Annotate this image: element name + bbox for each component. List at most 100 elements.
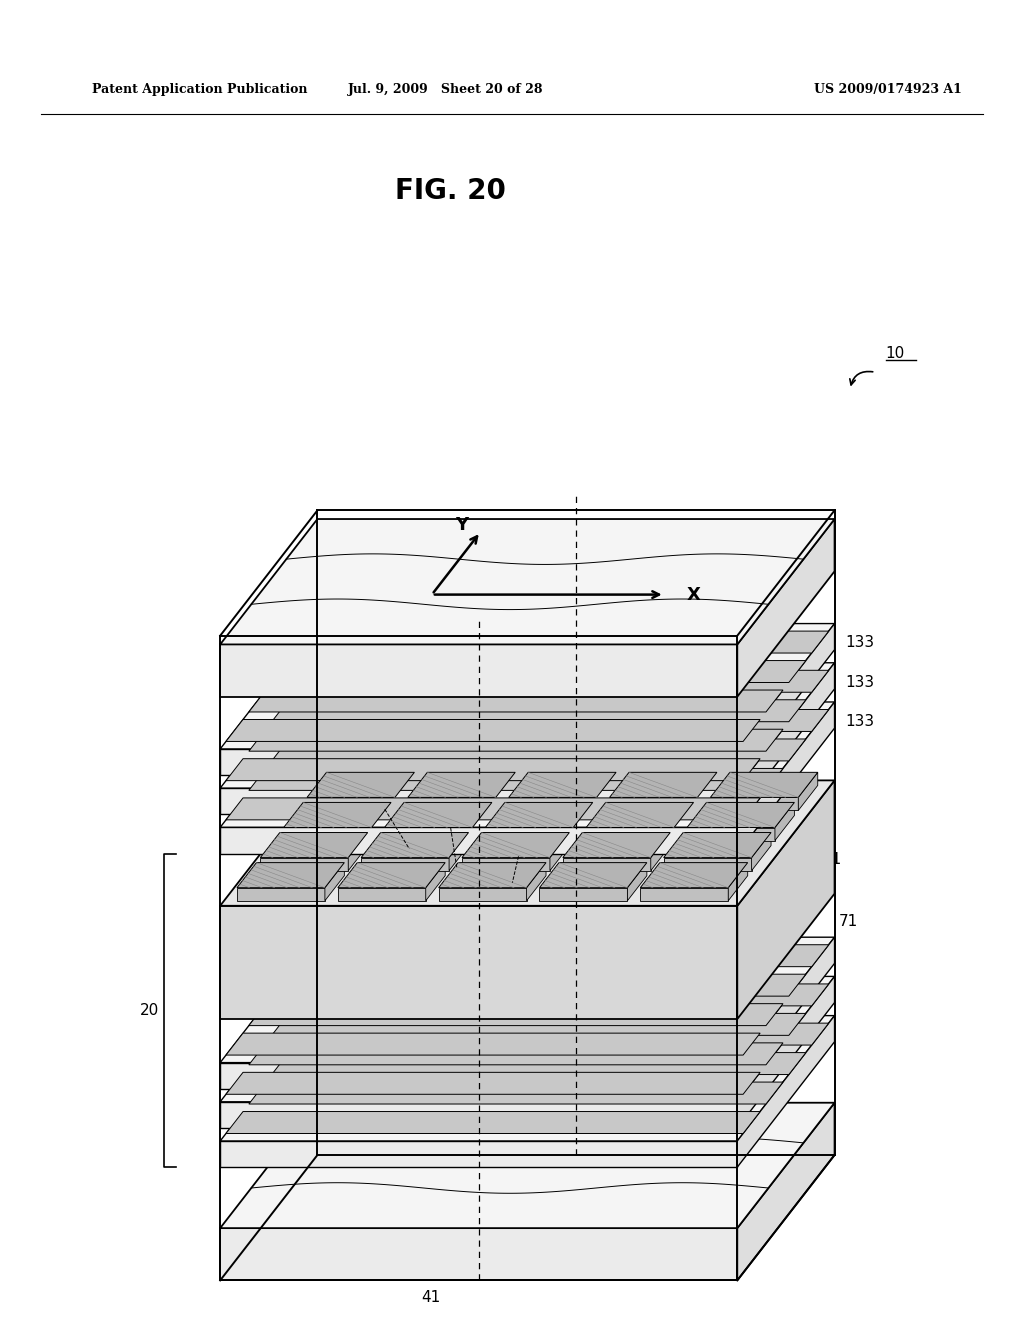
Polygon shape	[737, 519, 835, 697]
Text: 131: 131	[310, 1028, 340, 1043]
Polygon shape	[485, 828, 573, 841]
Polygon shape	[462, 858, 550, 871]
Polygon shape	[687, 803, 795, 828]
Polygon shape	[640, 887, 728, 900]
Polygon shape	[249, 1043, 783, 1065]
Polygon shape	[220, 906, 737, 1019]
Text: 41: 41	[422, 1291, 440, 1305]
Polygon shape	[307, 797, 395, 810]
Polygon shape	[664, 858, 752, 871]
Polygon shape	[220, 1102, 737, 1127]
Text: 10: 10	[886, 346, 905, 362]
Polygon shape	[220, 1063, 737, 1089]
Text: 5: 5	[442, 814, 452, 829]
Polygon shape	[295, 631, 828, 653]
Polygon shape	[220, 663, 835, 788]
Polygon shape	[361, 833, 469, 858]
Polygon shape	[472, 803, 492, 841]
Polygon shape	[737, 663, 835, 814]
Text: US 2009/0174923 A1: US 2009/0174923 A1	[814, 83, 962, 96]
Polygon shape	[586, 828, 674, 841]
Polygon shape	[271, 974, 806, 997]
Polygon shape	[737, 1102, 835, 1280]
Text: 133: 133	[845, 635, 874, 651]
Polygon shape	[526, 863, 546, 900]
Polygon shape	[220, 748, 737, 775]
Text: X: X	[687, 586, 701, 603]
Polygon shape	[220, 644, 737, 697]
Polygon shape	[348, 833, 368, 871]
Polygon shape	[220, 1140, 737, 1167]
Polygon shape	[295, 1023, 828, 1045]
Polygon shape	[385, 828, 472, 841]
Polygon shape	[237, 887, 325, 900]
Polygon shape	[220, 623, 835, 748]
Polygon shape	[737, 702, 835, 854]
Polygon shape	[372, 803, 391, 841]
Polygon shape	[220, 519, 835, 644]
Polygon shape	[220, 937, 835, 1063]
Polygon shape	[540, 863, 647, 887]
Polygon shape	[687, 828, 775, 841]
Polygon shape	[338, 887, 426, 900]
Polygon shape	[307, 772, 415, 797]
Polygon shape	[799, 772, 818, 810]
Polygon shape	[226, 1111, 760, 1134]
Polygon shape	[426, 863, 445, 900]
Polygon shape	[226, 719, 760, 742]
Polygon shape	[249, 1082, 783, 1104]
Polygon shape	[271, 700, 806, 722]
Polygon shape	[249, 768, 783, 791]
Text: 35: 35	[253, 1032, 272, 1048]
Polygon shape	[249, 729, 783, 751]
Polygon shape	[737, 780, 835, 1019]
Polygon shape	[597, 772, 616, 810]
Polygon shape	[226, 1072, 760, 1094]
Polygon shape	[540, 887, 628, 900]
Polygon shape	[550, 833, 569, 871]
Polygon shape	[220, 1015, 835, 1140]
Polygon shape	[361, 858, 450, 871]
Text: 133: 133	[845, 675, 874, 689]
Polygon shape	[284, 803, 391, 828]
Polygon shape	[563, 833, 670, 858]
Polygon shape	[220, 1102, 835, 1228]
Polygon shape	[260, 858, 348, 871]
Polygon shape	[711, 797, 799, 810]
Polygon shape	[226, 1034, 760, 1055]
Polygon shape	[295, 983, 828, 1006]
Polygon shape	[485, 803, 593, 828]
Polygon shape	[295, 945, 828, 966]
Polygon shape	[220, 977, 835, 1102]
Polygon shape	[260, 833, 368, 858]
Polygon shape	[220, 788, 737, 814]
Polygon shape	[220, 1228, 737, 1280]
Polygon shape	[295, 671, 828, 692]
Text: 5: 5	[377, 795, 386, 810]
Polygon shape	[752, 833, 771, 871]
Polygon shape	[711, 772, 818, 797]
Polygon shape	[226, 759, 760, 780]
Polygon shape	[271, 1052, 806, 1074]
Polygon shape	[609, 772, 717, 797]
Polygon shape	[450, 833, 469, 871]
Polygon shape	[220, 780, 835, 906]
Polygon shape	[385, 803, 492, 828]
Polygon shape	[737, 623, 835, 775]
Polygon shape	[438, 887, 526, 900]
Polygon shape	[664, 833, 771, 858]
Polygon shape	[249, 690, 783, 711]
Text: 20: 20	[139, 1003, 159, 1018]
Text: 35: 35	[373, 1023, 392, 1038]
Polygon shape	[284, 828, 372, 841]
Text: 5: 5	[510, 842, 520, 857]
Text: 131: 131	[250, 1137, 280, 1152]
Polygon shape	[737, 977, 835, 1127]
Polygon shape	[271, 1014, 806, 1035]
Polygon shape	[220, 828, 737, 854]
Polygon shape	[563, 858, 651, 871]
Polygon shape	[775, 803, 795, 841]
Polygon shape	[438, 863, 546, 887]
Text: Jul. 9, 2009   Sheet 20 of 28: Jul. 9, 2009 Sheet 20 of 28	[348, 83, 543, 96]
Text: 71: 71	[839, 915, 857, 929]
